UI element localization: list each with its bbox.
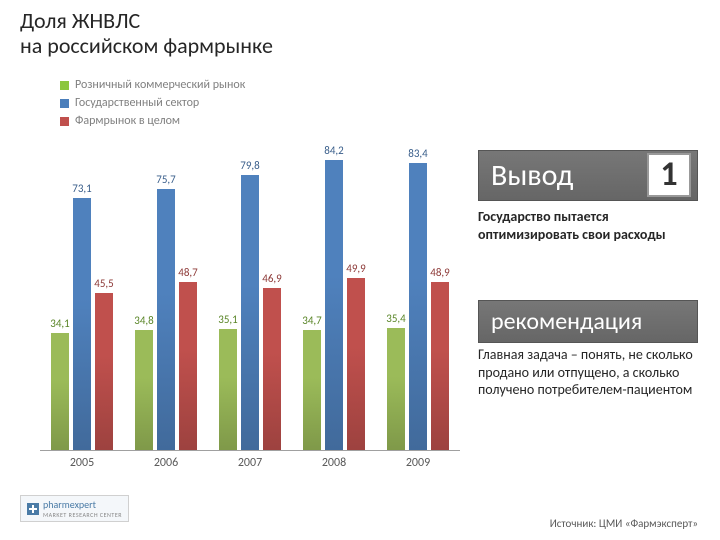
legend-swatch <box>60 99 69 108</box>
conclusion-box: Вывод 1 <box>478 150 698 201</box>
bar-value-label: 49,9 <box>346 262 365 275</box>
bar-group: 34,173,145,5 <box>40 198 124 450</box>
title-line-1: Доля ЖНВЛС <box>20 7 140 34</box>
bar-value-label: 45,5 <box>94 277 113 290</box>
bar-value-label: 46,9 <box>262 272 281 285</box>
bar-value-label: 75,7 <box>156 173 175 186</box>
source-text: Источник: ЦМИ «Фармэксперт» <box>550 517 698 530</box>
legend-label: Государственный сектор <box>75 96 199 110</box>
recommendation-label: рекомендация <box>491 307 642 336</box>
bar: 73,1 <box>73 198 91 450</box>
legend-item: Розничный коммерческий рынок <box>60 78 245 92</box>
conclusion-number: 1 <box>647 153 691 197</box>
conclusion-label: Вывод <box>491 157 573 194</box>
conclusion-text: Государство пытается оптимизировать свои… <box>478 208 698 243</box>
bar-value-label: 73,1 <box>72 182 91 195</box>
chart-plot-area: 34,173,145,534,875,748,735,179,846,934,7… <box>40 140 460 451</box>
logo-text: pharmexpert MARKET RESEARCH CENTER <box>43 498 122 519</box>
title-line-2: на российском фармрынке <box>20 32 273 59</box>
x-axis-label: 2008 <box>292 456 376 470</box>
bar-value-label: 34,8 <box>134 314 153 327</box>
bar-value-label: 35,1 <box>218 313 237 326</box>
bar: 79,8 <box>241 175 259 450</box>
bar: 34,1 <box>51 333 69 450</box>
bar-group: 34,875,748,7 <box>124 189 208 450</box>
bar: 83,4 <box>409 163 427 450</box>
bar: 35,4 <box>387 328 405 450</box>
legend-item: Фармрынок в целом <box>60 114 245 128</box>
bar-value-label: 34,1 <box>50 317 69 330</box>
bar: 48,7 <box>179 282 197 450</box>
recommendation-box: рекомендация <box>478 300 698 343</box>
x-axis-label: 2005 <box>40 456 124 470</box>
bar: 35,1 <box>219 329 237 450</box>
bar-value-label: 84,2 <box>324 144 343 157</box>
bar-value-label: 48,7 <box>178 266 197 279</box>
x-axis-label: 2009 <box>376 456 460 470</box>
bar-chart: 34,173,145,534,875,748,735,179,846,934,7… <box>40 140 460 480</box>
bar: 34,8 <box>135 330 153 450</box>
bar: 49,9 <box>347 278 365 450</box>
bar: 75,7 <box>157 189 175 450</box>
logo-plus-icon <box>27 503 39 515</box>
bar-value-label: 35,4 <box>386 312 405 325</box>
bar-group: 35,179,846,9 <box>208 175 292 450</box>
legend-swatch <box>60 117 69 126</box>
legend-swatch <box>60 81 69 90</box>
bar-value-label: 83,4 <box>408 147 427 160</box>
pharmexpert-logo: pharmexpert MARKET RESEARCH CENTER <box>20 495 129 522</box>
slide: Доля ЖНВЛС на российском фармрынке Розни… <box>0 0 720 540</box>
chart-legend: Розничный коммерческий рынок Государствен… <box>60 78 245 132</box>
legend-item: Государственный сектор <box>60 96 245 110</box>
bar-group: 34,784,249,9 <box>292 160 376 450</box>
x-axis-label: 2006 <box>124 456 208 470</box>
bar: 45,5 <box>95 293 113 450</box>
slide-title: Доля ЖНВЛС на российском фармрынке <box>20 8 420 59</box>
legend-label: Розничный коммерческий рынок <box>75 78 245 92</box>
bar: 84,2 <box>325 160 343 450</box>
bar: 46,9 <box>263 288 281 450</box>
bar-value-label: 48,9 <box>430 266 449 279</box>
bar-value-label: 34,7 <box>302 314 321 327</box>
bar-group: 35,483,448,9 <box>376 163 460 450</box>
legend-label: Фармрынок в целом <box>75 114 180 128</box>
x-axis-label: 2007 <box>208 456 292 470</box>
bar: 48,9 <box>431 282 449 450</box>
bar-value-label: 79,8 <box>240 159 259 172</box>
recommendation-text: Главная задача – понять, не сколько прод… <box>478 346 698 399</box>
bar: 34,7 <box>303 330 321 450</box>
